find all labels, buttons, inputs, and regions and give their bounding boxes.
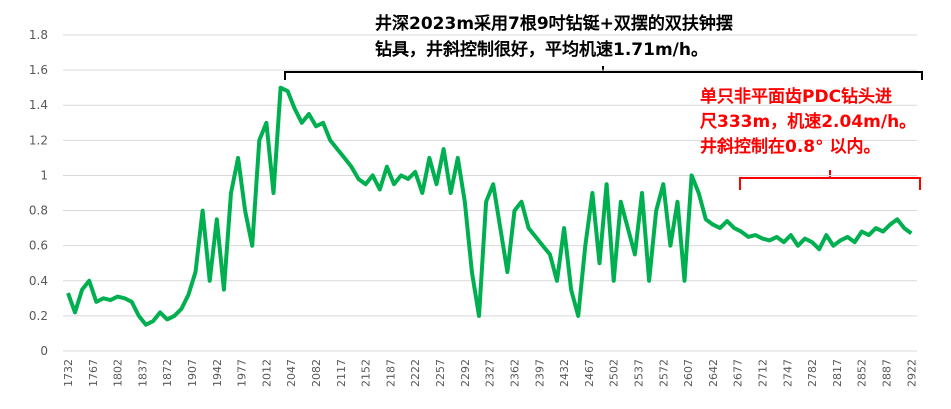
x-tick-label: 2642 [707, 359, 720, 387]
x-tick-label: 2257 [434, 359, 447, 387]
y-tick-label: 0 [40, 344, 48, 358]
y-tick-label: 0.4 [29, 274, 48, 288]
x-tick-label: 1767 [87, 359, 100, 387]
x-tick-label: 1907 [186, 359, 199, 387]
y-tick-label: 0.8 [29, 204, 48, 218]
x-tick-label: 2607 [682, 359, 695, 387]
x-tick-label: 2887 [881, 359, 894, 387]
annotation: 井深2023m采用7根9吋钻铤+双摆的双扶钟摆 [375, 13, 733, 34]
x-tick-label: 2047 [285, 359, 298, 387]
x-tick-label: 1977 [236, 359, 249, 387]
annotation: 尺333m，机速2.04m/h。 [700, 111, 916, 132]
x-tick-label: 2747 [781, 359, 794, 387]
x-tick-label: 2817 [831, 359, 844, 387]
bracket [739, 170, 921, 190]
x-tick-label: 2362 [508, 359, 521, 387]
x-tick-label: 2852 [856, 359, 869, 387]
y-tick-label: 0.2 [29, 309, 48, 323]
y-tick-label: 1 [40, 168, 48, 182]
x-tick-label: 1872 [161, 359, 174, 387]
x-tick-label: 2537 [632, 359, 645, 387]
annotation: 钻具，井斜控制很好，平均机速1.71m/h。 [375, 39, 708, 60]
x-tick-label: 2502 [608, 359, 621, 387]
y-tick-label: 1.4 [29, 98, 48, 112]
x-tick-label: 2572 [657, 359, 670, 387]
y-tick-label: 1.8 [29, 28, 48, 42]
x-tick-label: 1802 [112, 359, 125, 387]
x-tick-label: 2117 [335, 359, 348, 387]
x-tick-label: 2187 [384, 359, 397, 387]
y-tick-label: 1.6 [29, 63, 48, 77]
x-tick-label: 2012 [260, 359, 273, 387]
bracket [284, 66, 923, 80]
x-tick-label: 2782 [806, 359, 819, 387]
x-tick-label: 2327 [484, 359, 497, 387]
x-tick-label: 2152 [360, 359, 373, 387]
line [66, 85, 913, 327]
x-tick-label: 2712 [757, 359, 770, 387]
x-tick-label: 2922 [905, 359, 918, 387]
x-tick-label: 2082 [310, 359, 323, 387]
x-tick-label: 2292 [459, 359, 472, 387]
x-tick-label: 1837 [136, 359, 149, 387]
x-tick-label: 2677 [732, 359, 745, 387]
x-tick-label: 1942 [211, 359, 224, 387]
y-tick-label: 1.2 [29, 133, 48, 147]
x-tick-label: 2432 [558, 359, 571, 387]
y-tick-label: 0.6 [29, 239, 48, 253]
x-tick-label: 2467 [583, 359, 596, 387]
annotation: 井斜控制在0.8° 以内。 [700, 136, 881, 157]
x-tick-label: 1732 [62, 359, 75, 387]
annotation: 单只非平面齿PDC钻头进 [700, 86, 892, 107]
x-tick-label: 2397 [533, 359, 546, 387]
x-tick-label: 2222 [409, 359, 422, 387]
